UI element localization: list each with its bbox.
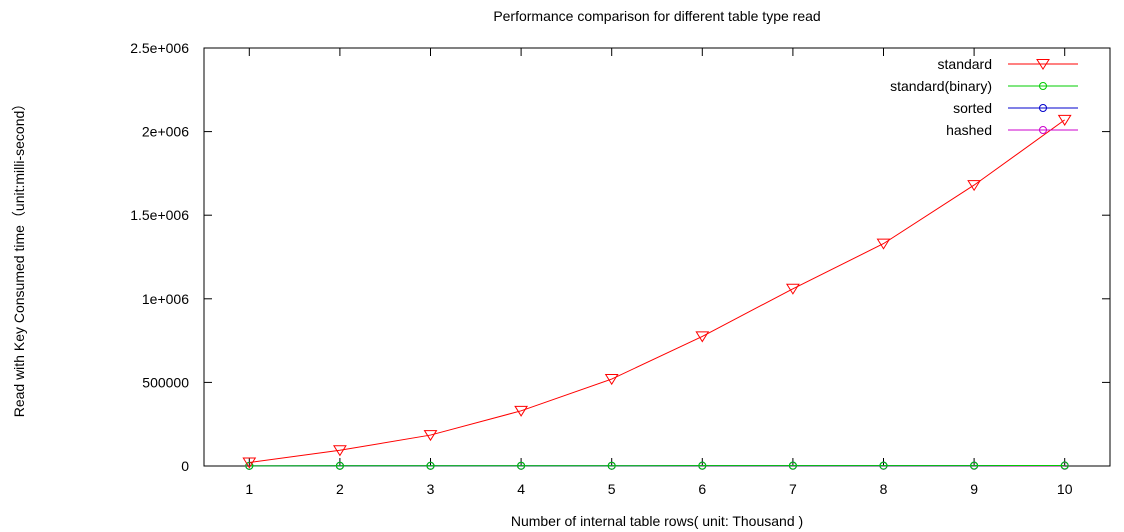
data-point-standard-binary xyxy=(1060,461,1069,470)
x-axis: 1 2 3 4 5 6 7 8 9 10 xyxy=(245,48,1073,497)
y-tick-label: 2.5e+006 xyxy=(130,40,189,56)
series-layer xyxy=(242,114,1072,470)
data-point-standard-binary xyxy=(970,461,979,470)
data-point-standard xyxy=(604,374,619,386)
data-point-standard-binary xyxy=(607,461,616,470)
data-point-standard xyxy=(695,331,710,343)
series-standard xyxy=(242,114,1072,469)
legend-marker-sorted xyxy=(1039,104,1047,112)
x-tick-label: 7 xyxy=(789,481,797,497)
x-tick-label: 9 xyxy=(970,481,978,497)
data-point-standard xyxy=(332,445,347,457)
series-standard-binary xyxy=(245,461,1069,470)
y-tick-label: 0 xyxy=(181,458,189,474)
legend-label-hashed: hashed xyxy=(946,122,992,138)
x-tick-label: 2 xyxy=(336,481,344,497)
x-tick-label: 5 xyxy=(608,481,616,497)
data-point-standard-binary xyxy=(517,461,526,470)
legend-label-standard: standard xyxy=(938,56,992,72)
legend-marker-hashed xyxy=(1039,126,1047,134)
data-point-standard-binary xyxy=(698,461,707,470)
data-point-standard-binary xyxy=(879,461,888,470)
x-tick-label: 10 xyxy=(1057,481,1073,497)
data-point-standard-binary xyxy=(426,461,435,470)
y-axis: 0 500000 1e+006 1.5e+006 2e+006 2.5e+006 xyxy=(130,40,1110,474)
legend-marker-standard xyxy=(1036,59,1050,71)
chart-title: Performance comparison for different tab… xyxy=(493,8,820,24)
series-line-standard xyxy=(249,119,1065,463)
x-tick-label: 6 xyxy=(698,481,706,497)
x-tick-label: 8 xyxy=(880,481,888,497)
x-tick-label: 4 xyxy=(517,481,525,497)
y-tick-label: 1.5e+006 xyxy=(130,207,189,223)
x-axis-label: Number of internal table rows( unit: Tho… xyxy=(511,513,803,529)
data-point-standard xyxy=(423,430,438,442)
data-point-standard xyxy=(785,283,800,295)
data-point-standard xyxy=(1057,114,1072,126)
y-axis-label: Read with Key Consumed time（unit:milli-s… xyxy=(11,97,27,418)
legend-label-standard-binary: standard(binary) xyxy=(890,78,992,94)
data-point-standard-binary xyxy=(788,461,797,470)
x-tick-label: 1 xyxy=(245,481,253,497)
data-point-standard-binary xyxy=(335,461,344,470)
data-point-standard xyxy=(967,180,982,192)
x-tick-label: 3 xyxy=(427,481,435,497)
legend-label-sorted: sorted xyxy=(953,100,992,116)
data-point-standard xyxy=(242,457,257,469)
data-point-standard xyxy=(514,405,529,417)
y-tick-label: 500000 xyxy=(142,374,189,390)
legend-marker-standard-binary xyxy=(1039,82,1047,90)
y-tick-label: 1e+006 xyxy=(142,291,189,307)
legend: standard standard(binary) sorted hashed xyxy=(890,56,1078,138)
y-tick-label: 2e+006 xyxy=(142,124,189,140)
data-point-standard xyxy=(876,238,891,250)
